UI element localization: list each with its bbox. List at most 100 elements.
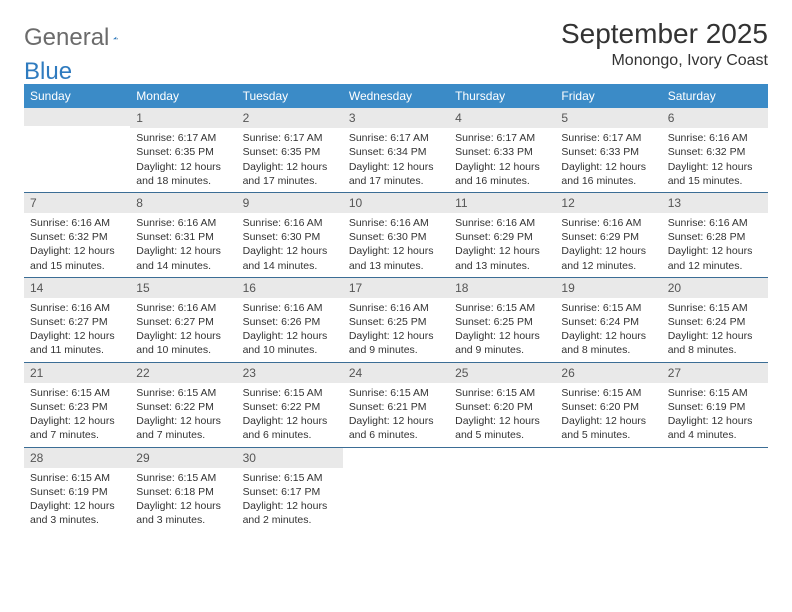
location: Monongo, Ivory Coast xyxy=(561,52,768,70)
calendar-week-row: 21Sunrise: 6:15 AMSunset: 6:23 PMDayligh… xyxy=(24,362,768,447)
day-number: 1 xyxy=(130,108,236,128)
day-number: 23 xyxy=(237,363,343,383)
day-number: 22 xyxy=(130,363,236,383)
day-header-friday: Friday xyxy=(555,84,661,108)
day-number: 8 xyxy=(130,193,236,213)
logo-triangle-icon xyxy=(113,29,118,47)
sunrise-text: Sunrise: 6:15 AM xyxy=(561,386,655,400)
day-number: 28 xyxy=(24,448,130,468)
sunset-text: Sunset: 6:31 PM xyxy=(136,230,230,244)
day-cell: 27Sunrise: 6:15 AMSunset: 6:19 PMDayligh… xyxy=(662,362,768,447)
day-body: Sunrise: 6:16 AMSunset: 6:30 PMDaylight:… xyxy=(343,213,449,277)
day-number: 9 xyxy=(237,193,343,213)
day-body: Sunrise: 6:15 AMSunset: 6:20 PMDaylight:… xyxy=(449,383,555,447)
sunrise-text: Sunrise: 6:15 AM xyxy=(561,301,655,315)
day-number: 15 xyxy=(130,278,236,298)
day-header-row: SundayMondayTuesdayWednesdayThursdayFrid… xyxy=(24,84,768,108)
daylight-text: Daylight: 12 hours and 5 minutes. xyxy=(561,414,655,442)
day-number: 26 xyxy=(555,363,661,383)
daylight-text: Daylight: 12 hours and 17 minutes. xyxy=(243,160,337,188)
day-cell: 1Sunrise: 6:17 AMSunset: 6:35 PMDaylight… xyxy=(130,108,236,192)
sunset-text: Sunset: 6:33 PM xyxy=(455,145,549,159)
sunrise-text: Sunrise: 6:16 AM xyxy=(668,216,762,230)
day-body: Sunrise: 6:15 AMSunset: 6:21 PMDaylight:… xyxy=(343,383,449,447)
sunrise-text: Sunrise: 6:16 AM xyxy=(243,216,337,230)
sunrise-text: Sunrise: 6:15 AM xyxy=(30,386,124,400)
day-body: Sunrise: 6:15 AMSunset: 6:19 PMDaylight:… xyxy=(24,468,130,532)
day-body: Sunrise: 6:16 AMSunset: 6:32 PMDaylight:… xyxy=(24,213,130,277)
day-number: 16 xyxy=(237,278,343,298)
day-body: Sunrise: 6:16 AMSunset: 6:27 PMDaylight:… xyxy=(24,298,130,362)
day-number: 13 xyxy=(662,193,768,213)
sunset-text: Sunset: 6:27 PM xyxy=(30,315,124,329)
day-cell xyxy=(555,447,661,531)
logo: General xyxy=(24,18,141,52)
day-cell: 10Sunrise: 6:16 AMSunset: 6:30 PMDayligh… xyxy=(343,192,449,277)
sunset-text: Sunset: 6:20 PM xyxy=(455,400,549,414)
daylight-text: Daylight: 12 hours and 16 minutes. xyxy=(561,160,655,188)
day-number: 5 xyxy=(555,108,661,128)
day-cell: 5Sunrise: 6:17 AMSunset: 6:33 PMDaylight… xyxy=(555,108,661,192)
day-number: 25 xyxy=(449,363,555,383)
day-number: 7 xyxy=(24,193,130,213)
sunset-text: Sunset: 6:33 PM xyxy=(561,145,655,159)
day-cell xyxy=(662,447,768,531)
day-body: Sunrise: 6:17 AMSunset: 6:34 PMDaylight:… xyxy=(343,128,449,192)
sunset-text: Sunset: 6:19 PM xyxy=(30,485,124,499)
day-header-tuesday: Tuesday xyxy=(237,84,343,108)
day-body: Sunrise: 6:16 AMSunset: 6:29 PMDaylight:… xyxy=(555,213,661,277)
empty-day-number xyxy=(24,108,130,126)
daylight-text: Daylight: 12 hours and 9 minutes. xyxy=(349,329,443,357)
day-body: Sunrise: 6:17 AMSunset: 6:35 PMDaylight:… xyxy=(237,128,343,192)
sunset-text: Sunset: 6:18 PM xyxy=(136,485,230,499)
sunset-text: Sunset: 6:29 PM xyxy=(561,230,655,244)
day-cell: 30Sunrise: 6:15 AMSunset: 6:17 PMDayligh… xyxy=(237,447,343,531)
day-cell: 8Sunrise: 6:16 AMSunset: 6:31 PMDaylight… xyxy=(130,192,236,277)
day-cell: 6Sunrise: 6:16 AMSunset: 6:32 PMDaylight… xyxy=(662,108,768,192)
sunrise-text: Sunrise: 6:16 AM xyxy=(349,301,443,315)
day-cell: 7Sunrise: 6:16 AMSunset: 6:32 PMDaylight… xyxy=(24,192,130,277)
day-number: 29 xyxy=(130,448,236,468)
sunrise-text: Sunrise: 6:15 AM xyxy=(136,386,230,400)
day-body: Sunrise: 6:16 AMSunset: 6:26 PMDaylight:… xyxy=(237,298,343,362)
day-body: Sunrise: 6:15 AMSunset: 6:17 PMDaylight:… xyxy=(237,468,343,532)
sunset-text: Sunset: 6:17 PM xyxy=(243,485,337,499)
day-cell: 11Sunrise: 6:16 AMSunset: 6:29 PMDayligh… xyxy=(449,192,555,277)
day-number: 21 xyxy=(24,363,130,383)
day-body: Sunrise: 6:15 AMSunset: 6:18 PMDaylight:… xyxy=(130,468,236,532)
sunrise-text: Sunrise: 6:15 AM xyxy=(136,471,230,485)
day-cell: 17Sunrise: 6:16 AMSunset: 6:25 PMDayligh… xyxy=(343,277,449,362)
sunset-text: Sunset: 6:28 PM xyxy=(668,230,762,244)
sunrise-text: Sunrise: 6:16 AM xyxy=(349,216,443,230)
sunrise-text: Sunrise: 6:16 AM xyxy=(30,216,124,230)
day-cell: 19Sunrise: 6:15 AMSunset: 6:24 PMDayligh… xyxy=(555,277,661,362)
day-body: Sunrise: 6:15 AMSunset: 6:24 PMDaylight:… xyxy=(555,298,661,362)
day-cell: 24Sunrise: 6:15 AMSunset: 6:21 PMDayligh… xyxy=(343,362,449,447)
day-body: Sunrise: 6:15 AMSunset: 6:23 PMDaylight:… xyxy=(24,383,130,447)
day-cell: 29Sunrise: 6:15 AMSunset: 6:18 PMDayligh… xyxy=(130,447,236,531)
daylight-text: Daylight: 12 hours and 7 minutes. xyxy=(30,414,124,442)
day-number: 27 xyxy=(662,363,768,383)
day-cell: 12Sunrise: 6:16 AMSunset: 6:29 PMDayligh… xyxy=(555,192,661,277)
daylight-text: Daylight: 12 hours and 4 minutes. xyxy=(668,414,762,442)
sunset-text: Sunset: 6:35 PM xyxy=(136,145,230,159)
logo-text-general: General xyxy=(24,24,109,52)
sunrise-text: Sunrise: 6:15 AM xyxy=(668,386,762,400)
sunset-text: Sunset: 6:32 PM xyxy=(668,145,762,159)
sunrise-text: Sunrise: 6:15 AM xyxy=(243,471,337,485)
day-number: 14 xyxy=(24,278,130,298)
calendar-week-row: 1Sunrise: 6:17 AMSunset: 6:35 PMDaylight… xyxy=(24,108,768,192)
day-number: 19 xyxy=(555,278,661,298)
calendar-week-row: 7Sunrise: 6:16 AMSunset: 6:32 PMDaylight… xyxy=(24,192,768,277)
sunrise-text: Sunrise: 6:15 AM xyxy=(455,386,549,400)
day-body: Sunrise: 6:16 AMSunset: 6:31 PMDaylight:… xyxy=(130,213,236,277)
day-number: 12 xyxy=(555,193,661,213)
day-header-wednesday: Wednesday xyxy=(343,84,449,108)
daylight-text: Daylight: 12 hours and 13 minutes. xyxy=(349,244,443,272)
daylight-text: Daylight: 12 hours and 6 minutes. xyxy=(349,414,443,442)
daylight-text: Daylight: 12 hours and 14 minutes. xyxy=(136,244,230,272)
day-cell: 16Sunrise: 6:16 AMSunset: 6:26 PMDayligh… xyxy=(237,277,343,362)
day-body: Sunrise: 6:15 AMSunset: 6:25 PMDaylight:… xyxy=(449,298,555,362)
calendar-week-row: 28Sunrise: 6:15 AMSunset: 6:19 PMDayligh… xyxy=(24,447,768,531)
sunrise-text: Sunrise: 6:16 AM xyxy=(136,216,230,230)
